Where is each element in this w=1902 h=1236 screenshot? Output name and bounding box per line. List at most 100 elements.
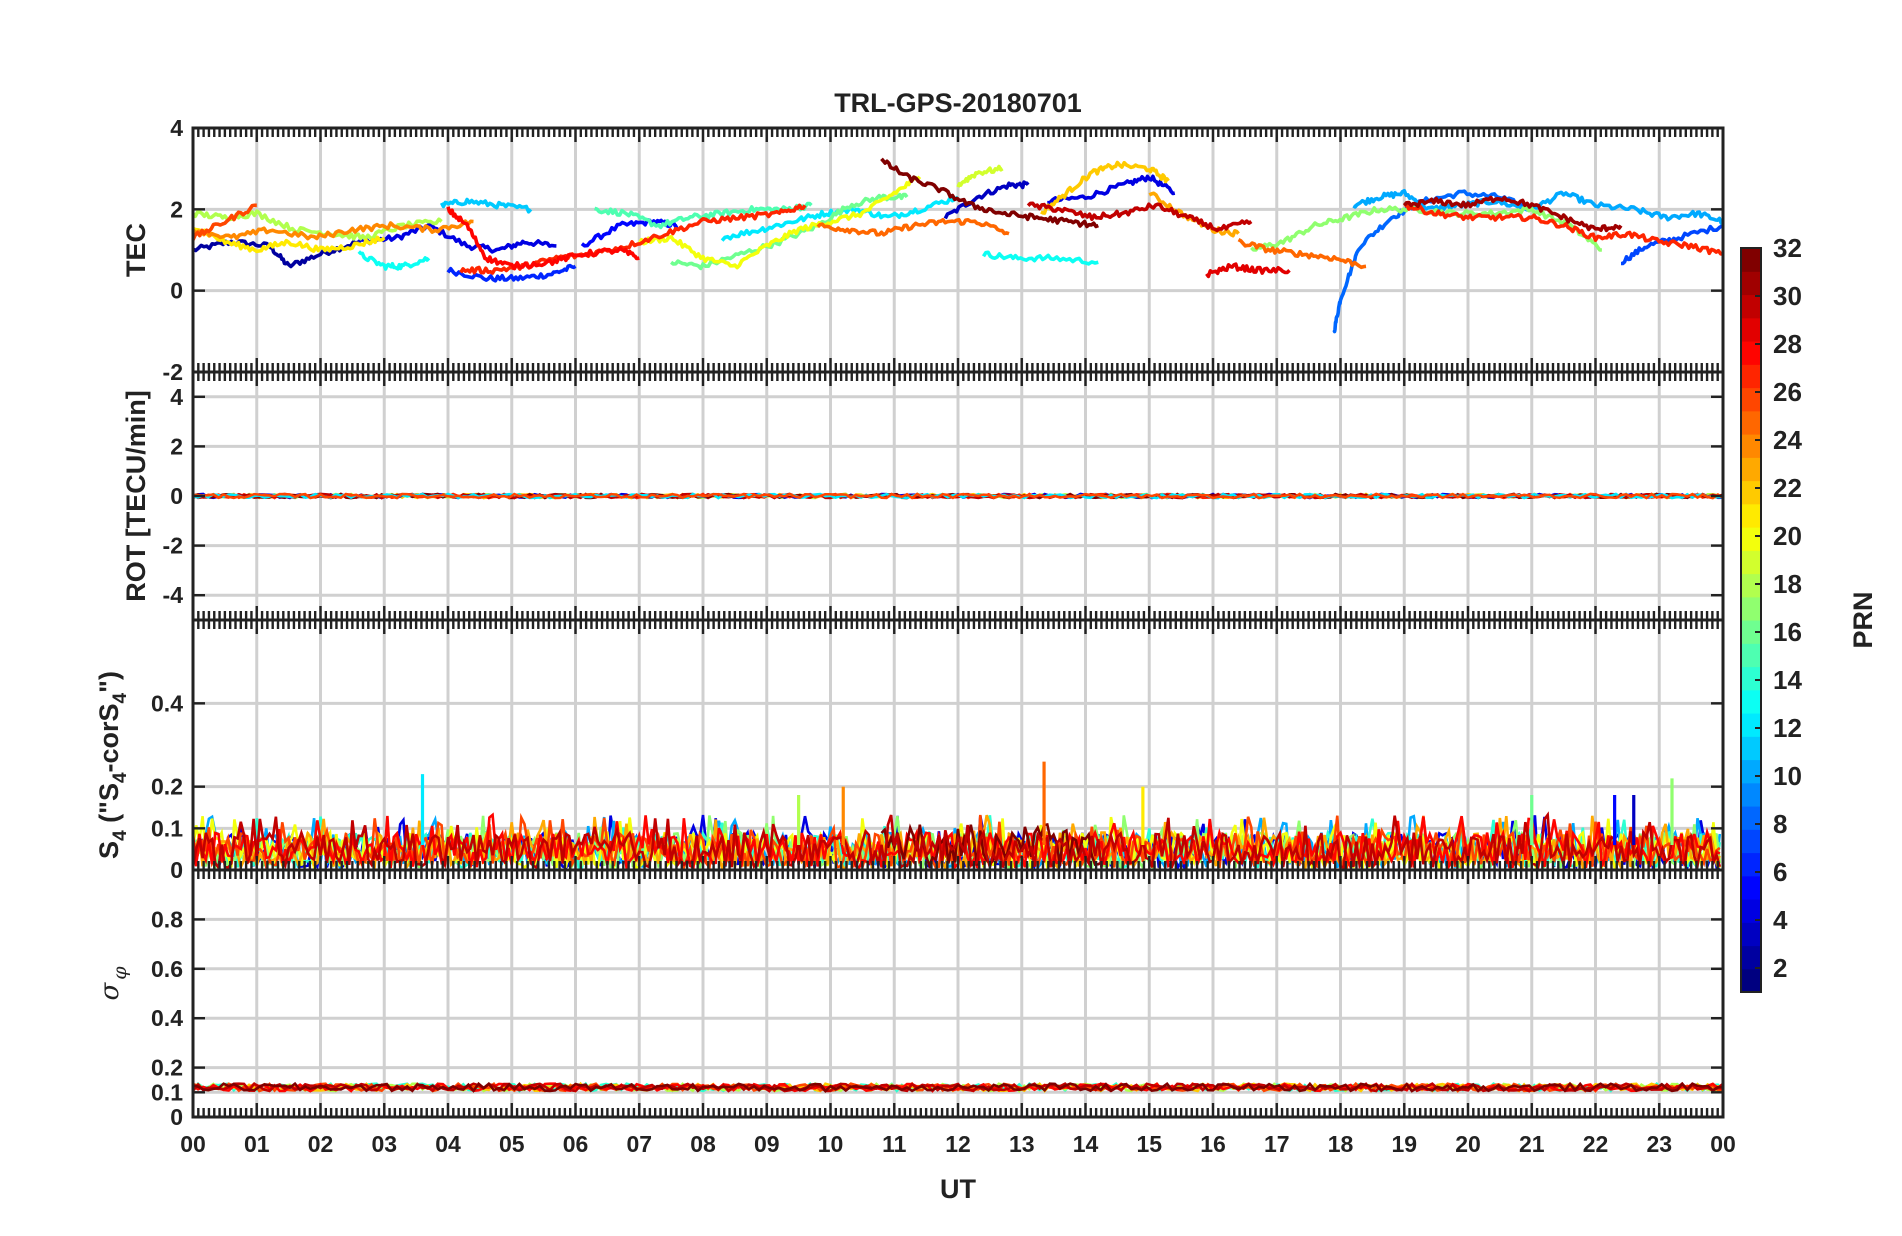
colorbar-segment — [1741, 573, 1761, 598]
tec-series-prn-22 — [1040, 160, 1170, 215]
x-tick-label: 17 — [1264, 1131, 1290, 1157]
colorbar-label: PRN — [1848, 591, 1878, 648]
colorbar-tick-label: 26 — [1773, 377, 1802, 407]
x-tick-label: 05 — [499, 1131, 525, 1157]
colorbar-tick-label: 10 — [1773, 761, 1802, 791]
colorbar-segment — [1741, 899, 1761, 923]
x-tick-label: 07 — [626, 1131, 652, 1157]
x-tick-label: 02 — [308, 1131, 334, 1157]
s4-y-axis-label-part: ("S — [94, 783, 124, 830]
colorbar-tick-label: 12 — [1773, 713, 1802, 743]
x-tick-label: 04 — [435, 1131, 461, 1157]
x-tick-label: 16 — [1200, 1131, 1226, 1157]
s4-y-axis-label: S4 ("S4-corS4") — [94, 671, 131, 859]
rot-y-tick-label: -4 — [163, 582, 184, 608]
tec-series-prn-28 — [446, 206, 640, 271]
colorbar-tick-label: 28 — [1773, 329, 1802, 359]
sigma-data — [193, 1081, 1723, 1093]
colorbar-segment — [1741, 317, 1761, 342]
x-tick-label: 18 — [1328, 1131, 1354, 1157]
x-tick-label: 03 — [371, 1131, 397, 1157]
colorbar-segment — [1741, 713, 1761, 737]
colorbar-segment — [1741, 736, 1761, 761]
colorbar-tick-label: 4 — [1773, 905, 1788, 935]
x-tick-label: 00 — [1710, 1131, 1736, 1157]
colorbar-tick-label: 20 — [1773, 521, 1802, 551]
colorbar-segment — [1741, 480, 1761, 505]
s4-y-tick-label: 0 — [170, 857, 183, 883]
colorbar-segment — [1741, 782, 1761, 807]
sigma-y-axis-label: σφ — [95, 966, 131, 1001]
colorbar-segment — [1741, 643, 1761, 668]
s4-y-axis-label-part: 4 — [110, 772, 131, 783]
tec-series-prn-25 — [816, 217, 1010, 237]
x-tick-label: 08 — [690, 1131, 716, 1157]
s4-series-prn-30 — [193, 811, 1722, 870]
colorbar-segment — [1741, 364, 1761, 389]
panel-tec: -2 0 2 4 TEC — [121, 115, 1725, 385]
s4-y-axis-label-part: 4 — [110, 830, 131, 841]
x-axis-label: UT — [940, 1174, 976, 1204]
rot-data — [193, 492, 1723, 500]
rot-y-tick-label: 2 — [170, 433, 183, 459]
colorbar-tick-label: 24 — [1773, 425, 1802, 455]
rot-y-tick-label: -2 — [163, 533, 183, 559]
panel-sigma: 00.10.2 0.4 0.6 0.8 σφ — [95, 868, 1725, 1130]
s4-y-tick-label: 0.1 — [151, 815, 183, 841]
sigma-y-tick-label: 0 — [170, 1104, 183, 1130]
panel-rot: -4 -2 0 2 4 ROT [TECU/min] — [121, 370, 1725, 622]
colorbar-segment — [1741, 248, 1761, 272]
rot-y-axis-label: ROT [TECU/min] — [121, 390, 151, 601]
sigma-y-axis-label-main: σ — [95, 982, 125, 1001]
tec-series-prn-32 — [880, 157, 1099, 229]
tec-series-prn-27 — [1403, 202, 1723, 256]
colorbar-tick-label: 14 — [1773, 665, 1802, 695]
tec-series-prn-26 — [193, 203, 257, 241]
tec-series-prn-13 — [981, 250, 1099, 266]
tec-series-prn-13 — [357, 250, 431, 271]
colorbar-segment — [1741, 434, 1761, 458]
colorbar-segment — [1741, 596, 1761, 621]
x-tick-label: 22 — [1583, 1131, 1609, 1157]
tec-series-prn-4 — [1047, 174, 1176, 205]
colorbar-tick-label: 18 — [1773, 569, 1802, 599]
tec-series-prn-29 — [1205, 262, 1291, 279]
x-tick-label: 19 — [1391, 1131, 1417, 1157]
colorbar-segment — [1741, 806, 1761, 830]
colorbar-segment — [1741, 550, 1761, 575]
s4-y-tick-label: 0.2 — [151, 774, 183, 800]
colorbar-segment — [1741, 666, 1761, 691]
rot-series-prn-26 — [193, 492, 1723, 500]
x-tick-label: 23 — [1646, 1131, 1672, 1157]
colorbar-tick-label: 6 — [1773, 857, 1787, 887]
colorbar-tick-label: 22 — [1773, 473, 1802, 503]
x-tick-label: 21 — [1519, 1131, 1545, 1157]
tec-series-prn-20 — [637, 175, 922, 270]
colorbar-segment — [1741, 759, 1761, 784]
colorbar-segment — [1741, 527, 1761, 551]
tec-y-tick-label: -2 — [163, 359, 183, 385]
x-tick-label: 13 — [1009, 1131, 1035, 1157]
colorbar-segment — [1741, 689, 1761, 714]
colorbar-segment — [1741, 503, 1761, 528]
x-tick-label: 12 — [945, 1131, 971, 1157]
tec-series-prn-31 — [1402, 195, 1623, 233]
x-tick-label: 10 — [818, 1131, 844, 1157]
tec-series-prn-16 — [670, 192, 909, 271]
x-tick-label: 15 — [1136, 1131, 1162, 1157]
x-tick-label: 01 — [244, 1131, 270, 1157]
sigma-y-tick-label: 0.1 — [151, 1079, 183, 1105]
sigma-y-tick-label: 0.2 — [151, 1055, 183, 1081]
tec-y-tick-label: 2 — [170, 196, 183, 222]
s4-data — [193, 761, 1722, 870]
sigma-y-axis-label-sub: φ — [109, 966, 131, 980]
tec-series-prn-11 — [439, 197, 533, 214]
x-tick-label: 14 — [1073, 1131, 1099, 1157]
tec-series-prn-7 — [1621, 223, 1723, 266]
tec-y-tick-label: 4 — [170, 115, 183, 141]
chart-title: TRL-GPS-20180701 — [834, 88, 1082, 118]
s4-y-axis-label-part: S — [94, 841, 124, 859]
colorbar-segment — [1741, 410, 1761, 435]
colorbar-segment — [1741, 875, 1761, 900]
